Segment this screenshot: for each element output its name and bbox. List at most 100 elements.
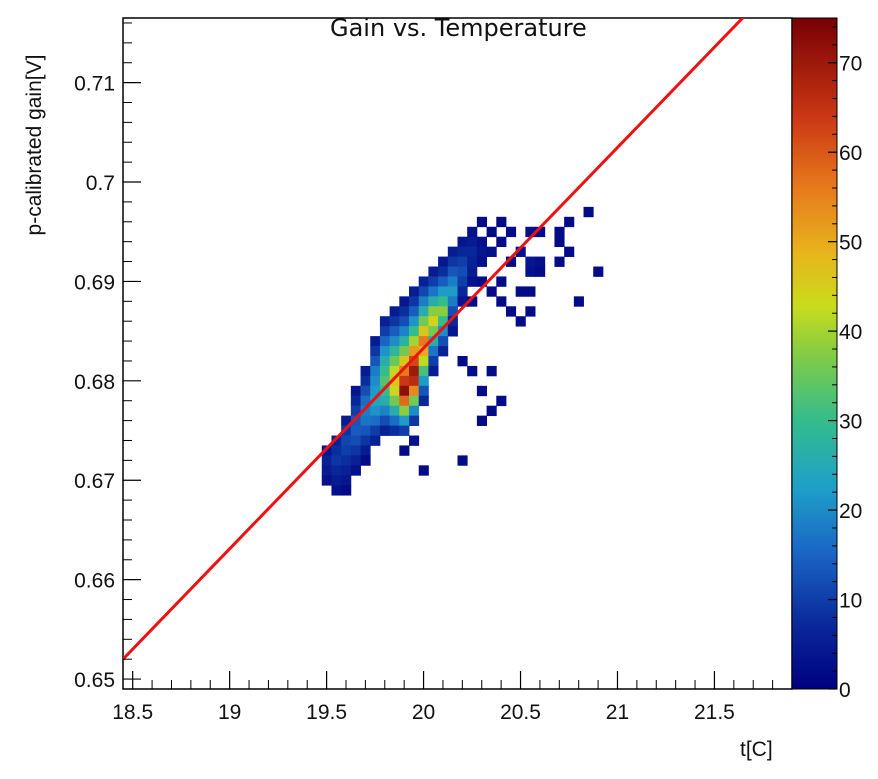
heatmap-cell <box>593 266 604 277</box>
heatmap-cell <box>505 306 517 317</box>
heatmap-cell <box>341 425 352 436</box>
colorbar-tick-label: 10 <box>839 590 862 613</box>
heatmap-cell <box>360 425 371 436</box>
heatmap-cell <box>370 375 381 387</box>
heatmap-cell <box>331 475 342 486</box>
heatmap-cell <box>438 346 449 357</box>
heatmap-cell <box>379 336 391 347</box>
heatmap-cell <box>331 485 342 496</box>
heatmap-cell <box>389 316 400 327</box>
y-tick-label: 0.65 <box>74 669 115 692</box>
heatmap-cell <box>399 306 410 317</box>
heatmap-cell <box>476 256 487 267</box>
heatmap-cell <box>428 346 439 357</box>
heatmap-cell <box>515 286 526 297</box>
heatmap-cell <box>457 246 468 257</box>
heatmap-cell <box>409 435 420 446</box>
heatmap-cell <box>350 455 361 466</box>
heatmap-cell <box>379 385 391 397</box>
heatmap-cell <box>467 266 478 277</box>
heatmap-cell <box>389 375 400 387</box>
heatmap-cell <box>341 445 352 456</box>
heatmap-cell <box>341 465 352 476</box>
heatmap-cell <box>505 256 517 267</box>
heatmap-cell <box>486 226 497 238</box>
heatmap-cell <box>554 256 565 267</box>
colorbar <box>791 17 838 690</box>
heatmap-cell <box>341 485 352 496</box>
y-tick-label: 0.66 <box>74 570 115 593</box>
heatmap-cell <box>360 395 371 407</box>
heatmap-cell <box>409 336 420 347</box>
heatmap-cell <box>457 355 468 367</box>
heatmap-cell <box>428 316 439 327</box>
heatmap-cell <box>389 365 400 377</box>
heatmap-cell <box>438 296 449 307</box>
heatmap-cell <box>360 455 371 466</box>
heatmap-cell <box>409 286 420 297</box>
plot-frame <box>122 17 793 690</box>
heatmap-cell <box>399 375 410 387</box>
heatmap-cell <box>409 405 420 417</box>
heatmap-cell <box>467 246 478 257</box>
heatmap-cell <box>447 266 458 277</box>
heatmap-cell <box>370 395 381 407</box>
heatmap-cell <box>418 346 429 357</box>
heatmap-cell <box>350 445 361 456</box>
heatmap-cell <box>360 435 371 446</box>
heatmap-cell <box>447 276 458 287</box>
heatmap-cell <box>535 256 546 267</box>
heatmap-cell <box>389 395 400 407</box>
colorbar-tick-label: 60 <box>839 142 862 165</box>
heatmap-cell <box>350 415 361 426</box>
heatmap-cell <box>554 226 565 238</box>
heatmap-cell <box>496 276 507 287</box>
heatmap-cell <box>476 415 487 426</box>
y-tick-label: 0.67 <box>74 470 115 493</box>
x-tick-label: 21.5 <box>694 701 735 724</box>
heatmap-cell <box>418 316 429 327</box>
heatmap-cell <box>486 365 497 377</box>
heatmap-cell <box>418 306 429 317</box>
heatmap-cell <box>525 286 536 297</box>
heatmap-cell <box>438 256 449 267</box>
heatmap-cell <box>457 266 468 277</box>
heatmap-cell <box>409 385 420 397</box>
heatmap-cell <box>476 216 487 228</box>
heatmap-cell <box>389 336 400 347</box>
heatmap-cell <box>370 405 381 417</box>
heatmap-cell <box>360 385 371 397</box>
heatmap-cell <box>350 395 361 407</box>
heatmap-cell <box>515 316 526 327</box>
heatmap-cell <box>496 236 507 248</box>
heatmap-cell <box>360 375 371 387</box>
heatmap-cell <box>350 385 361 397</box>
heatmap-cell <box>438 316 449 327</box>
heatmap-cell <box>379 375 391 387</box>
heatmap-cell <box>399 346 410 357</box>
heatmap-cell <box>535 266 546 277</box>
heatmap-cell <box>525 306 536 317</box>
heatmap-cell <box>331 435 342 446</box>
heatmap-cell <box>379 346 391 357</box>
heatmap-cell <box>457 256 468 267</box>
heatmap-cell <box>379 425 391 436</box>
heatmap-cell <box>399 296 410 307</box>
heatmap-cell <box>447 286 458 297</box>
heatmap-cell <box>360 415 371 426</box>
colorbar-tick-label: 0 <box>839 679 851 702</box>
heatmap-cell <box>438 336 449 347</box>
heatmap-cell <box>379 316 391 327</box>
heatmap-cell <box>457 455 468 466</box>
y-axis-label: p-calibrated gain[V] <box>23 54 46 236</box>
heatmap-cell <box>418 365 429 377</box>
heatmap-cell <box>525 266 536 277</box>
x-tick-label: 19.5 <box>306 701 347 724</box>
heatmap-cell <box>438 276 449 287</box>
heatmap-cell <box>389 415 400 426</box>
heatmap-cell <box>370 346 381 357</box>
heatmap-cell <box>399 445 410 456</box>
heatmap-cell <box>476 385 487 397</box>
heatmap-cell <box>379 355 391 367</box>
heatmap-cell <box>399 405 410 417</box>
